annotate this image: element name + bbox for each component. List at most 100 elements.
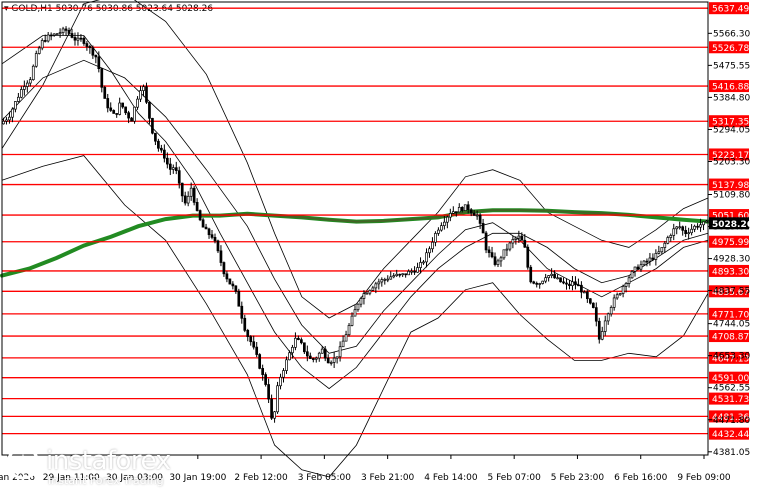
candle-body [37, 47, 41, 54]
y-tick-label: 5203.30 [713, 157, 750, 167]
candle-body [669, 235, 673, 238]
candle-body [174, 167, 178, 172]
candle-body [583, 291, 586, 294]
candle-body [168, 163, 172, 170]
candle-body [91, 47, 95, 56]
candle-body [25, 82, 29, 87]
candle-body [100, 68, 104, 88]
candle-body [413, 270, 416, 273]
candle-body [571, 281, 574, 287]
candle-body [73, 37, 77, 41]
candle-body [445, 216, 449, 223]
candle-body [392, 275, 396, 278]
candle-body [678, 226, 682, 229]
candle-body [425, 252, 428, 263]
candle-body [189, 187, 193, 197]
candle-body [541, 280, 545, 284]
candle-body [705, 220, 708, 223]
candle-body [118, 102, 122, 115]
level-label: 4481.36 [712, 413, 749, 423]
candle-body [344, 334, 348, 342]
level-label: 5637.49 [712, 5, 749, 15]
candle-body [448, 213, 452, 218]
y-tick-label: 4653.30 [713, 352, 750, 362]
y-tick-label: 5109.80 [713, 190, 750, 200]
symbol-header: ▾ GOLD,H1 5030.76 5030.86 5023.64 5028.2… [4, 4, 213, 14]
candle-body [493, 256, 497, 265]
candle-body [28, 79, 32, 84]
candle-body [654, 252, 658, 260]
candle-body [642, 260, 646, 266]
candle-body [88, 46, 92, 49]
candle-body [2, 120, 5, 125]
level-label-bg [709, 80, 749, 93]
plot-frame [1, 1, 709, 456]
candle-body [398, 273, 402, 276]
candle-body [353, 309, 357, 317]
candle-body [234, 285, 238, 292]
candle-body [228, 278, 232, 285]
candle-body [252, 341, 256, 348]
candle-body [651, 257, 655, 260]
candle-body [511, 239, 515, 244]
candle-body [5, 119, 8, 122]
ma-line [0, 208, 710, 278]
candle-body [437, 229, 440, 234]
candle-body [380, 279, 384, 283]
level-label: 4531.73 [712, 395, 749, 405]
candle-body [499, 257, 503, 262]
candle-body [195, 202, 199, 211]
candle-body [17, 96, 20, 102]
candle-body [127, 112, 130, 119]
x-tick-label: 6 Feb 16:00 [614, 473, 668, 483]
candle-body [291, 346, 294, 354]
dropdown-arrow-icon[interactable]: ▾ [4, 4, 9, 14]
candle-body [177, 170, 181, 184]
candle-body [469, 209, 473, 214]
candle-body [347, 325, 351, 336]
candle-body [466, 204, 470, 211]
level-label-bg [709, 235, 749, 248]
candle-body [282, 370, 285, 378]
candle-body [106, 98, 110, 109]
candle-body [487, 249, 491, 253]
candle-body [320, 348, 324, 354]
candle-body [684, 229, 688, 235]
candle-body [586, 291, 589, 300]
candle-body [311, 358, 315, 360]
candle-body [657, 251, 661, 254]
candle-body [633, 266, 637, 272]
x-tick-label: 3 Feb 05:00 [298, 473, 352, 483]
candle-body [20, 89, 23, 98]
candle-body [505, 248, 509, 251]
candle-body [8, 116, 11, 121]
candle-body [308, 355, 312, 359]
level-label-bg [709, 330, 749, 343]
candle-body [475, 214, 479, 217]
candle-body [463, 204, 467, 211]
candle-body [636, 266, 640, 270]
candle-body [523, 239, 527, 248]
candle-body [58, 32, 62, 35]
level-label-bg [709, 392, 749, 405]
candle-body [329, 362, 333, 364]
candle-body [550, 273, 553, 276]
candle-body [591, 302, 595, 308]
candle-body [532, 281, 536, 284]
y-tick-label: 4928.30 [713, 255, 750, 265]
candle-body [368, 289, 372, 294]
level-label-bg [709, 427, 749, 440]
level-label-bg [709, 410, 749, 423]
candle-body [22, 86, 26, 90]
level-label-bg [709, 2, 749, 15]
candle-body [79, 37, 83, 40]
moving-average [0, 208, 710, 278]
candle-body [133, 106, 136, 122]
candle-body [341, 340, 345, 348]
candle-body [335, 356, 339, 359]
band-lower-line [1, 155, 709, 478]
level-label-bg [709, 178, 749, 191]
candle-body [639, 264, 643, 270]
candle-body [490, 252, 494, 258]
instaforex-logo: instaforex Instant Forex Trading [6, 444, 186, 487]
